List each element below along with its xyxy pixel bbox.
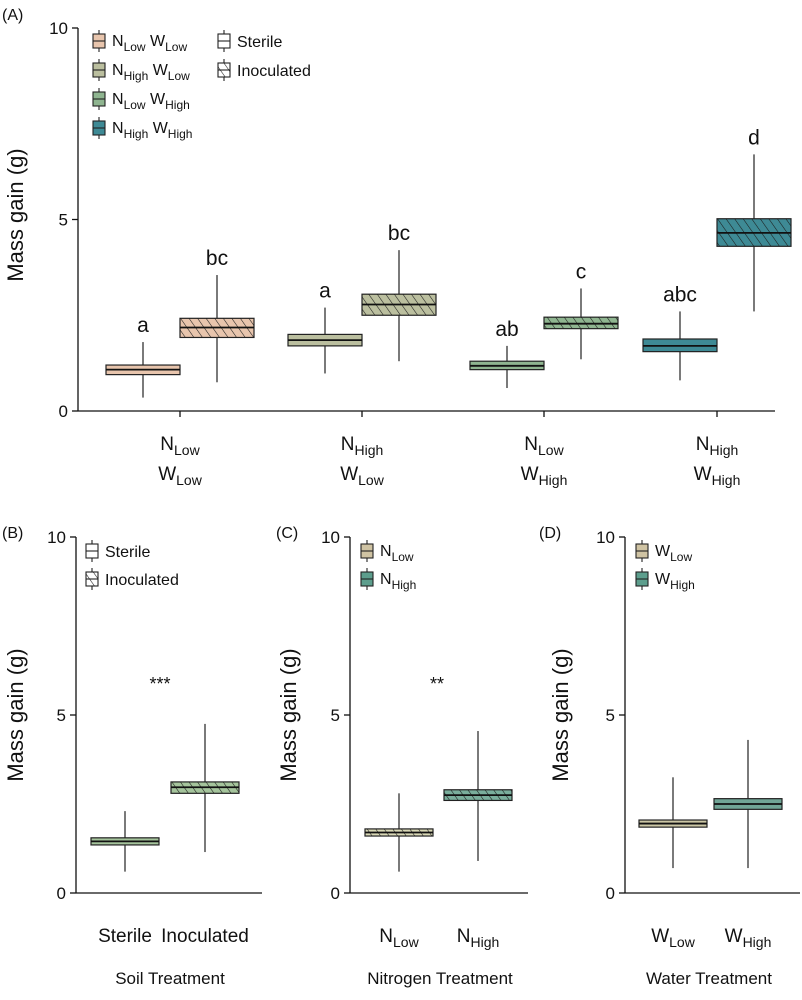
panel-d-legend-key	[635, 540, 649, 562]
panel-a-legend-label: NLow WLow	[112, 33, 187, 54]
panel-a-legend-label: NHigh WHigh	[112, 120, 192, 141]
panel-a-y-tick-label: 5	[59, 211, 68, 230]
panel-a-y-tick-label: 10	[49, 19, 68, 38]
panel-c-legend-label: NHigh	[380, 571, 416, 592]
panel-a-group-letter: bc	[206, 247, 228, 270]
panel-a-group-letter: a	[319, 280, 331, 303]
panel-a-legend-label: NHigh WLow	[112, 62, 190, 83]
panel-b-x-axis-title: Soil Treatment	[115, 969, 225, 988]
panel-c: (C) Mass gain (g) Nitrogen Treatment ** …	[276, 525, 528, 988]
panel-c-y-tick-label: 10	[321, 528, 340, 547]
panel-a-x-tick-label-w: WLow	[158, 464, 203, 488]
panel-d-x-tick-label: WHigh	[725, 926, 772, 950]
panel-b-significance: ***	[149, 674, 170, 694]
panel-b-y-tick-label: 5	[57, 706, 66, 725]
panel-a-x-tick-label-w: WHigh	[694, 464, 741, 488]
panel-d-legend-label: WLow	[655, 543, 692, 564]
panel-a: (A) Mass gain (g) 0 5 10 NLow WLow NHigh WLow…	[2, 7, 792, 488]
panel-a-x-tick-label-n: NLow	[524, 434, 564, 458]
panel-c-box	[443, 731, 513, 861]
panel-a-legend: NLow WLow NHigh WLow NLow WHigh NHigh WHigh…	[92, 30, 311, 141]
panel-c-legend-label: NLow	[380, 543, 414, 564]
panel-d-legend: WLow WHigh	[635, 540, 695, 592]
panel-c-legend: NLow NHigh	[360, 540, 416, 592]
panel-d-legend-key	[635, 568, 649, 590]
panel-b-y-tick-label: 0	[57, 884, 66, 903]
panel-a-box	[543, 288, 619, 360]
panel-d-y-tick-label: 0	[606, 884, 615, 903]
panel-d-legend-label: WHigh	[655, 571, 695, 592]
panel-b-y-tick-label: 10	[47, 528, 66, 547]
panel-c-x-tick-label: NHigh	[457, 926, 500, 950]
panel-a-legend-key	[92, 59, 106, 81]
panel-b-x-tick-label: Inoculated	[161, 926, 249, 947]
panel-a-y-axis-title: Mass gain (g)	[3, 148, 28, 281]
panel-c-significance: **	[430, 674, 444, 694]
panel-d-y-tick-label: 5	[606, 706, 615, 725]
panel-a-legend-key	[92, 30, 106, 52]
panel-a-group-letter: c	[576, 260, 587, 283]
panel-a-x-tick-label-n: NLow	[160, 434, 200, 458]
panel-a-legend-key	[92, 117, 106, 139]
panel-a-soil-legend-label: Inoculated	[237, 63, 311, 80]
panel-c-x-axis-title: Nitrogen Treatment	[367, 969, 513, 988]
panel-a-box	[642, 311, 718, 381]
panel-c-x-tick-label: NLow	[379, 926, 419, 950]
panel-c-legend-key	[360, 568, 374, 590]
panel-d-y-tick-label: 10	[596, 528, 615, 547]
panel-d-x-tick-label: WLow	[651, 926, 696, 950]
panel-b-y-axis-title: Mass gain (g)	[3, 648, 28, 781]
panel-b-box	[170, 723, 240, 853]
panel-a-box	[469, 345, 545, 389]
panel-c-y-tick-label: 5	[331, 706, 340, 725]
panel-c-y-tick-label: 0	[331, 884, 340, 903]
panel-a-group-letter: a	[137, 314, 149, 337]
panel-b-legend-key	[85, 540, 99, 562]
panel-a-soil-legend-label: Sterile	[237, 34, 282, 51]
panel-a-y-tick-label: 0	[59, 402, 68, 421]
panel-c-box	[364, 793, 434, 872]
panel-d-box	[713, 739, 783, 869]
panel-a-label: (A)	[2, 7, 23, 24]
panel-a-soil-legend-key	[217, 30, 231, 52]
panel-a-x-tick-label-n: NHigh	[696, 434, 739, 458]
panel-b-legend-key	[85, 568, 99, 590]
panel-d-x-axis-title: Water Treatment	[646, 969, 772, 988]
panel-a-x-tick-label-n: NHigh	[341, 434, 384, 458]
panel-b-box	[90, 811, 160, 872]
panel-a-legend-label: NLow WHigh	[112, 91, 190, 112]
panel-a-group-letter: d	[748, 126, 760, 149]
panel-a-box	[361, 250, 437, 362]
panel-a-group-letter: ab	[495, 318, 518, 341]
panel-d-label: (D)	[539, 525, 561, 542]
panel-a-x-tick-label-w: WLow	[340, 464, 385, 488]
panel-a-group-letter: abc	[663, 283, 697, 306]
panel-d-box	[638, 777, 708, 869]
panel-d-y-axis-title: Mass gain (g)	[548, 648, 573, 781]
panel-a-box	[179, 275, 255, 383]
panel-b-legend-label: Sterile	[105, 544, 150, 561]
panel-a-soil-legend-key	[217, 59, 231, 81]
panel-a-legend-key	[92, 88, 106, 110]
panel-a-box	[716, 154, 792, 312]
panel-d: (D) Mass gain (g) Water Treatment 0 5 10 W…	[539, 525, 800, 988]
panel-c-legend-key	[360, 540, 374, 562]
panel-a-group-letter: bc	[388, 222, 410, 245]
panel-c-y-axis-title: Mass gain (g)	[276, 648, 301, 781]
panel-a-box	[287, 307, 363, 374]
panel-b-legend-label: Inoculated	[105, 572, 179, 589]
panel-b-x-tick-label: Sterile	[98, 926, 152, 947]
panel-a-box	[105, 342, 181, 398]
panel-b-label: (B)	[2, 525, 23, 542]
panel-a-x-tick-label-w: WHigh	[521, 464, 568, 488]
panel-b-legend: Sterile Inoculated	[85, 540, 179, 590]
panel-c-label: (C)	[276, 525, 298, 542]
panel-b: (B) Mass gain (g) Soil Treatment *** 0 5 1…	[2, 525, 262, 988]
